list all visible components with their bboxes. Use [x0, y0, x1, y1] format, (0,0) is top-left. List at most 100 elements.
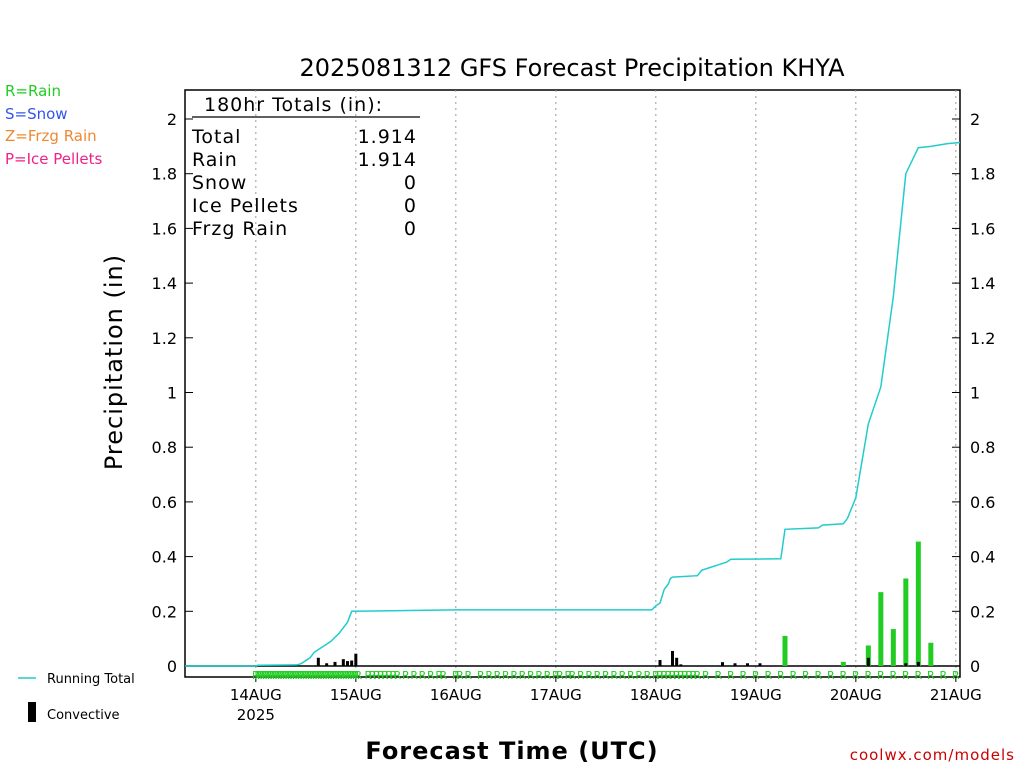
x-tick-label: 21AUG: [930, 686, 982, 704]
ptype-mark: R: [865, 669, 873, 682]
ptype-mark: R: [297, 669, 305, 682]
ptype-mark: R: [494, 669, 502, 682]
totals-label: Snow: [192, 172, 247, 194]
ptype-mark: R: [390, 669, 398, 682]
ptype-mark: R: [877, 669, 885, 682]
convective-bar: [350, 660, 354, 666]
y-tick-label-left: 0: [167, 657, 177, 676]
ptype-mark: R: [694, 669, 702, 682]
ptype-mark: R: [619, 669, 627, 682]
totals-value: 0: [404, 218, 417, 240]
chart-title: 2025081312 GFS Forecast Precipitation KH…: [300, 54, 846, 82]
ptype-mark: R: [295, 669, 303, 682]
totals-label: Frzg Rain: [192, 218, 288, 240]
ptype-mark: R: [272, 669, 280, 682]
ptype-mark: R: [255, 669, 263, 682]
ptype-mark: R: [275, 669, 283, 682]
ptype-mark: R: [690, 669, 698, 682]
y-tick-label-left: 0.6: [152, 493, 177, 512]
ptype-mark: R: [502, 669, 510, 682]
y-tick-label-right: 0.4: [970, 548, 995, 567]
ptype-mark: R: [419, 669, 427, 682]
ptype-mark: R: [345, 669, 353, 682]
ptype-mark: R: [465, 669, 473, 682]
ptype-mark: R: [340, 669, 348, 682]
ptype-mark: R: [377, 669, 385, 682]
ptype-mark: R: [681, 669, 689, 682]
convective-bar: [346, 661, 349, 666]
ptype-mark: R: [665, 669, 673, 682]
ptype-mark: R: [544, 669, 552, 682]
totals-label: Total: [191, 126, 241, 148]
credit-text[interactable]: coolwx.com/models: [849, 746, 1015, 764]
ptype-mark: R: [280, 669, 288, 682]
ptype-mark: R: [552, 669, 560, 682]
year-label: 2025: [237, 706, 275, 724]
y-tick-label-right: 2: [970, 110, 980, 129]
convective-bar: [758, 663, 762, 666]
ptype-mark: R: [610, 669, 618, 682]
ptype-mark: R: [277, 669, 285, 682]
totals-value: 0: [404, 172, 417, 194]
ptype-legend-item: R=Rain: [5, 82, 61, 100]
ptype-mark: R: [302, 669, 310, 682]
rain-bar: [915, 541, 921, 666]
ptype-mark: R: [635, 669, 643, 682]
convective-bar: [671, 650, 674, 666]
ptype-mark: R: [287, 669, 295, 682]
convective-bar: [658, 659, 662, 666]
x-tick-label: 16AUG: [430, 686, 482, 704]
ptype-mark: R: [915, 669, 923, 682]
y-tick-label-left: 0.4: [152, 548, 177, 567]
ptype-mark: R: [952, 669, 960, 682]
ptype-mark: R: [565, 669, 573, 682]
rain-bar: [840, 661, 846, 666]
ptype-mark: R: [527, 669, 535, 682]
ptype-mark: R: [740, 669, 748, 682]
ptype-mark: R: [594, 669, 602, 682]
ptype-mark: R: [325, 669, 333, 682]
rain-bar: [890, 629, 896, 666]
ptype-mark: R: [890, 669, 898, 682]
ptype-mark: R: [577, 669, 585, 682]
y-tick-label-right: 1: [970, 384, 980, 403]
running-total-line: [185, 141, 961, 667]
ptype-mark: R: [535, 669, 543, 682]
ptype-mark: R: [435, 669, 443, 682]
convective-bar: [721, 662, 724, 666]
ptype-mark: R: [347, 669, 355, 682]
ptype-legend-item: P=Ice Pellets: [5, 149, 103, 168]
totals-value: 0: [404, 195, 417, 217]
ptype-mark: R: [815, 669, 823, 682]
ptype-mark: R: [827, 669, 835, 682]
totals-label: Ice Pellets: [192, 195, 299, 217]
ptype-mark: R: [290, 669, 298, 682]
ptype-mark: R: [312, 669, 320, 682]
rain-bar: [903, 578, 909, 666]
ptype-mark: R: [660, 669, 668, 682]
ptype-mark: R: [519, 669, 527, 682]
convective-bar: [354, 653, 358, 666]
y-axis-label: Precipitation (in): [100, 254, 128, 470]
y-tick-label-left: 1: [167, 384, 177, 403]
ptype-mark: R: [365, 669, 373, 682]
legend-running-total-label: Running Total: [47, 672, 135, 687]
ptype-mark: R: [337, 669, 345, 682]
ptype-mark: R: [410, 669, 418, 682]
y-tick-label-left: 1.8: [152, 165, 177, 184]
ptype-mark: R: [252, 669, 260, 682]
y-tick-label-right: 1.4: [970, 274, 995, 293]
convective-bar: [333, 661, 337, 666]
ptype-mark: R: [305, 669, 313, 682]
ptype-mark: R: [373, 669, 381, 682]
convective-bar: [746, 663, 749, 666]
y-tick-label-right: 0.8: [970, 438, 995, 457]
convective-bar: [904, 663, 908, 666]
ptype-mark: R: [322, 669, 330, 682]
ptype-mark: R: [335, 669, 343, 682]
x-tick-label: 19AUG: [730, 686, 782, 704]
y-tick-label-right: 0.6: [970, 493, 995, 512]
ptype-mark: R: [677, 669, 685, 682]
ptype-mark: R: [790, 669, 798, 682]
ptype-mark: R: [602, 669, 610, 682]
